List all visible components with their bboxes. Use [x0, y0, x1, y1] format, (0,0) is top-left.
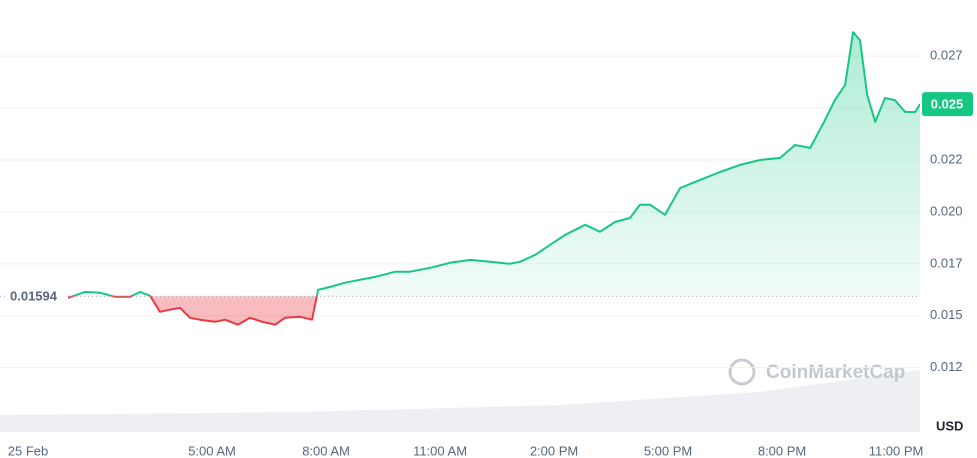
y-tick-label: 0.027 [930, 48, 963, 63]
x-tick-label: 11:00 AM [413, 443, 467, 458]
x-tick-label: 11:00 PM [869, 443, 924, 458]
x-tick-label: 5:00 AM [188, 443, 236, 458]
x-tick-label: 2:00 PM [530, 443, 578, 458]
area-down [68, 296, 317, 325]
watermark-text: CoinMarketCap [766, 362, 905, 383]
y-tick-label: 0.022 [930, 151, 963, 166]
current-price-tag [922, 92, 973, 117]
volume-backdrop [0, 370, 920, 432]
x-tick-label: 8:00 AM [302, 443, 350, 458]
watermark: CoinMarketCap [728, 358, 905, 386]
price-line [67, 296, 318, 326]
y-tick-label: 0.012 [930, 359, 963, 374]
area-up [68, 32, 920, 297]
y-tick-label: 0.020 [930, 203, 963, 218]
x-tick-label: 25 Feb [8, 443, 48, 458]
x-tick-label: 5:00 PM [644, 443, 692, 458]
watermark-logo [728, 358, 756, 386]
y-tick-label: 0.015 [930, 307, 963, 322]
y-unit: USD [936, 418, 963, 433]
x-tick-label: 8:00 PM [758, 443, 806, 458]
price-line [69, 31, 920, 297]
baseline-label-bg [6, 286, 68, 307]
current-price-label: 0.025 [931, 97, 964, 112]
y-tick-label: 0.017 [930, 255, 963, 270]
baseline-label: 0.01594 [10, 289, 58, 304]
